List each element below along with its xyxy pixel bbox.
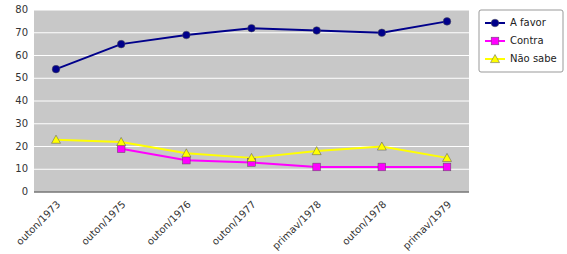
legend-label: A favor: [510, 17, 547, 28]
y-tick-label: 70: [15, 27, 28, 38]
data-point: [443, 153, 452, 161]
legend-label: Contra: [510, 35, 544, 46]
data-point: [183, 31, 191, 39]
data-point: [117, 40, 125, 48]
x-tick-label: outon/1973: [14, 199, 63, 248]
data-point: [117, 145, 125, 153]
grid-line: [34, 169, 469, 170]
chart-svg: 0 10 20 30 40 50 60 70 80 outon/1973 outon/1975 out…: [0, 0, 567, 254]
y-tick-label: 40: [15, 95, 28, 106]
y-tick-label: 20: [15, 141, 28, 152]
legend-label: Não sabe: [510, 53, 557, 64]
data-point: [52, 65, 60, 73]
data-point: [313, 27, 321, 35]
data-point: [443, 18, 451, 26]
y-tick-label: 80: [15, 4, 28, 15]
x-tick-label: outon/1978: [340, 199, 389, 248]
data-point: [378, 163, 386, 171]
x-tick-label: outon/1975: [79, 199, 128, 248]
x-tick-label: primav/1979: [401, 199, 454, 252]
data-point: [248, 24, 256, 32]
legend-marker: [491, 19, 499, 27]
x-axis-line: [34, 192, 469, 193]
data-point: [377, 142, 386, 150]
grid-line: [34, 101, 469, 102]
data-point: [378, 29, 386, 37]
grid-line: [34, 192, 469, 193]
legend-marker: [491, 37, 499, 45]
data-point: [183, 156, 191, 164]
data-point: [313, 163, 321, 171]
y-tick-label: 60: [15, 50, 28, 61]
data-point: [52, 135, 61, 143]
grid-line: [34, 146, 469, 147]
lines: [56, 21, 447, 167]
plot-background: [34, 10, 469, 192]
data-point: [247, 153, 256, 161]
markers: [52, 18, 452, 171]
legend-box: [479, 10, 563, 72]
grid-line: [34, 10, 469, 11]
grid-line: [34, 123, 469, 124]
grid-line: [34, 78, 469, 79]
data-point: [117, 137, 126, 145]
x-tick-label: primav/1978: [270, 199, 323, 252]
data-point: [182, 149, 191, 157]
data-point: [312, 147, 321, 155]
legend-marker: [491, 55, 500, 63]
x-tick-label: outon/1977: [209, 199, 258, 248]
data-point: [443, 163, 451, 171]
y-tick-label: 30: [15, 118, 28, 129]
grid: [34, 10, 469, 192]
legend: A favor Contra Não sabe: [479, 10, 563, 72]
y-tick-label: 10: [15, 163, 28, 174]
grid-line: [34, 32, 469, 33]
series-line: [121, 149, 447, 167]
series-line: [56, 21, 447, 69]
grid-line: [34, 55, 469, 56]
y-tick-label: 0: [22, 186, 28, 197]
chart-container: 0 10 20 30 40 50 60 70 80 outon/1973 outon/1975 out…: [0, 0, 567, 254]
x-tick-label: outon/1976: [144, 199, 193, 248]
y-tick-label: 50: [15, 72, 28, 83]
